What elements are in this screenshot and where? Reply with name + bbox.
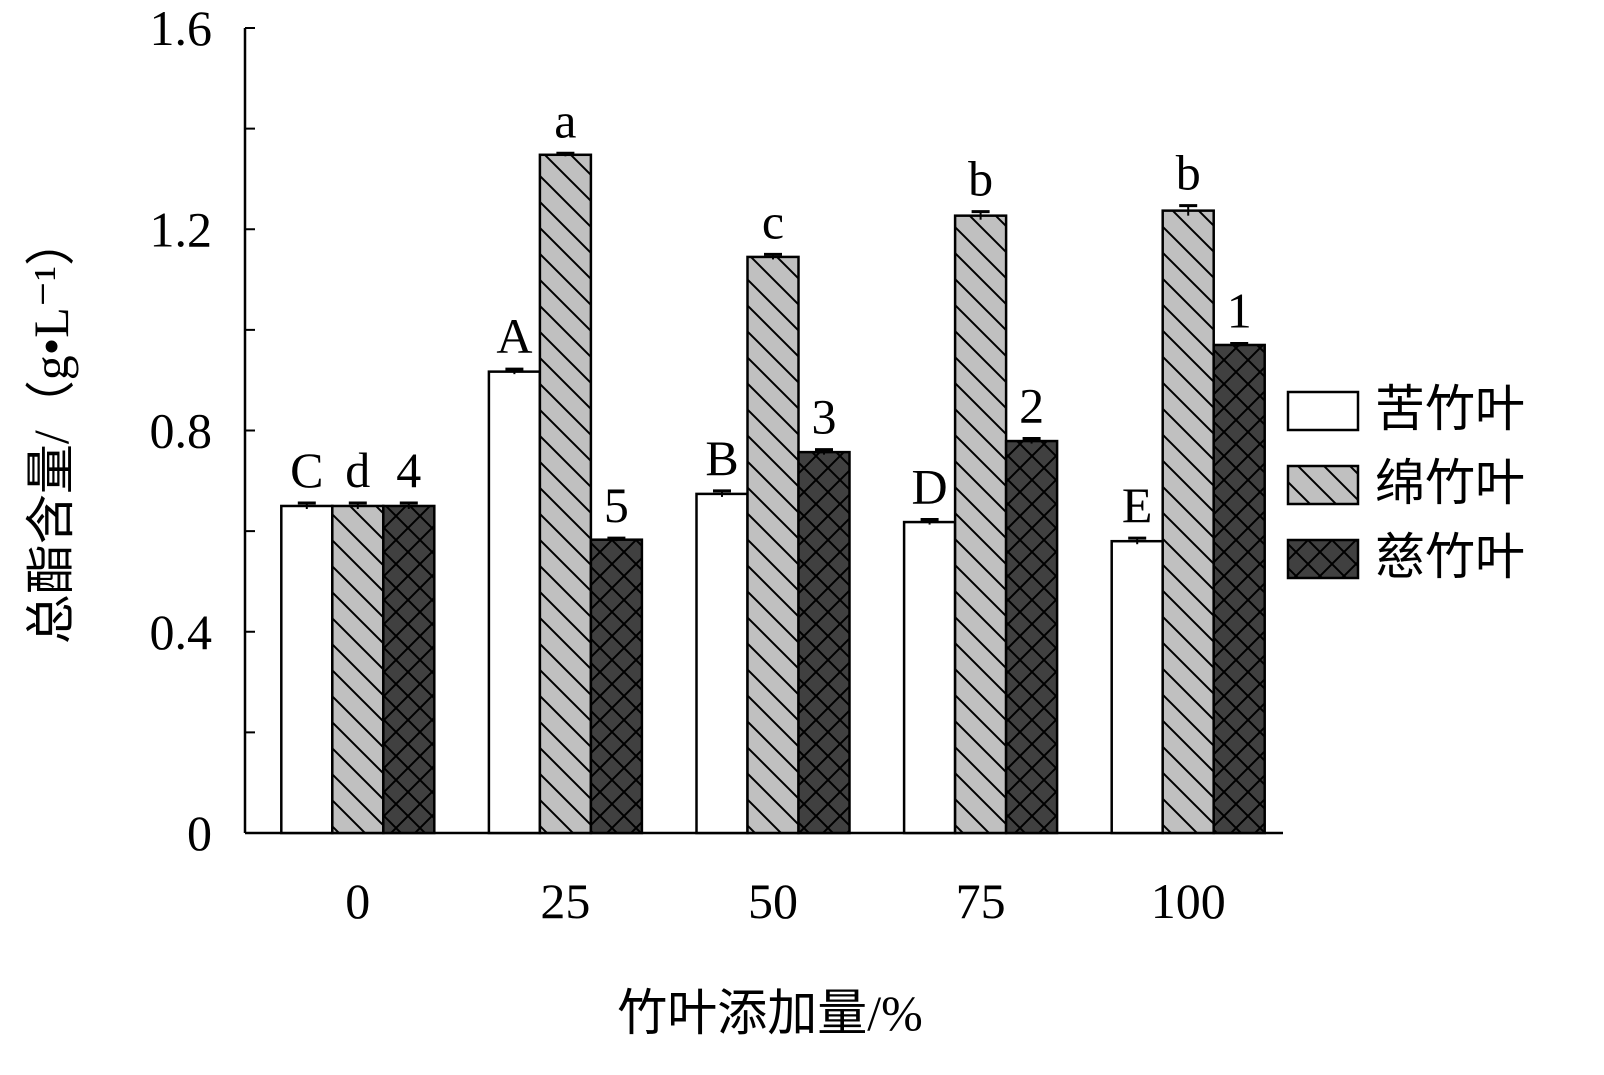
bar — [538, 153, 593, 835]
legend-swatch — [1286, 390, 1360, 432]
significance-label: 1 — [1227, 282, 1252, 338]
significance-label: d — [345, 442, 370, 498]
y-tick-label: 0 — [187, 805, 212, 861]
bar — [1212, 343, 1266, 835]
bar — [695, 492, 749, 835]
significance-label: D — [912, 459, 948, 515]
y-tick-label: 0.8 — [150, 403, 213, 459]
bar — [280, 504, 334, 835]
bar — [902, 520, 957, 835]
significance-label: 2 — [1019, 378, 1044, 434]
axes: 00.40.81.21.60 25 50 75 100 — [150, 0, 1283, 929]
x-tick-label: 25 — [540, 873, 590, 929]
y-axis-label: 总酯含量/（g•L⁻¹） — [23, 216, 79, 644]
y-tick-label: 1.2 — [150, 201, 213, 257]
bar — [331, 504, 385, 835]
significance-label: c — [762, 193, 784, 249]
bar — [797, 450, 851, 835]
legend-swatch — [1286, 538, 1360, 580]
significance-label: b — [1176, 145, 1201, 201]
legend-label: 绵竹叶 — [1375, 455, 1525, 511]
x-tick-label: 0 — [345, 873, 370, 929]
legend-swatch — [1286, 464, 1360, 506]
x-axis-label: 竹叶添加量/% — [617, 985, 923, 1041]
bar — [487, 370, 542, 835]
significance-label: b — [968, 151, 993, 207]
x-tick-label: 100 — [1151, 873, 1226, 929]
bar — [1110, 539, 1164, 835]
legend-label: 苦竹叶 — [1375, 381, 1525, 437]
y-tick-label: 0.4 — [150, 604, 213, 660]
significance-label: 5 — [604, 477, 629, 533]
significance-label: a — [554, 92, 576, 148]
bar — [746, 255, 800, 835]
significance-label: 3 — [812, 389, 837, 445]
x-tick-label: 50 — [748, 873, 798, 929]
x-tick-label: 75 — [956, 873, 1006, 929]
bar — [589, 538, 644, 835]
significance-label: E — [1122, 477, 1153, 533]
significance-label: A — [496, 308, 532, 364]
bar — [1161, 209, 1215, 835]
y-tick-label: 1.6 — [150, 0, 213, 56]
bar — [953, 214, 1008, 835]
bar — [382, 504, 436, 835]
significance-label: 4 — [396, 442, 421, 498]
bar — [1004, 439, 1059, 835]
significance-label: B — [705, 430, 738, 486]
legend-label: 慈竹叶 — [1375, 529, 1525, 585]
significance-label: C — [290, 442, 323, 498]
